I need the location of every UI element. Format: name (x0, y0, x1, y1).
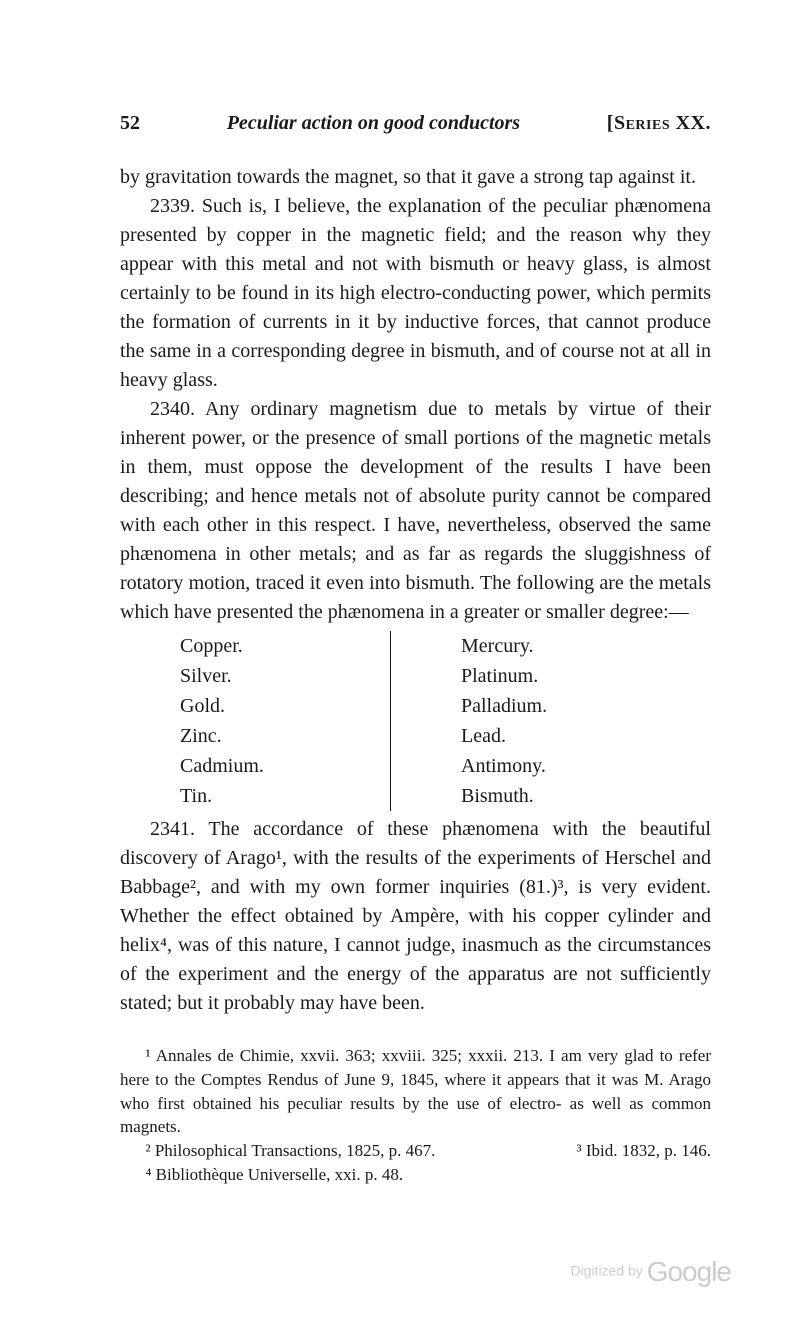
footnote-2: ² Philosophical Transactions, 1825, p. 4… (120, 1139, 577, 1163)
list-item: Zinc. (180, 721, 390, 751)
metals-column-right: Mercury. Platinum. Palladium. Lead. Anti… (461, 631, 547, 811)
page-number: 52 (120, 112, 140, 135)
page-header: 52 Peculiar action on good conductors [S… (120, 112, 711, 135)
list-item: Bismuth. (461, 781, 547, 811)
digitized-watermark: Digitized by Google (570, 1256, 731, 1288)
paragraph-2339: 2339. Such is, I believe, the explanatio… (120, 192, 711, 395)
paragraph-continuation: by gravitation towards the magnet, so th… (120, 163, 711, 192)
list-item: Copper. (180, 631, 390, 661)
series-label: [Series XX. (607, 112, 711, 135)
list-item: Cadmium. (180, 751, 390, 781)
list-item: Silver. (180, 661, 390, 691)
book-page: 52 Peculiar action on good conductors [S… (0, 0, 801, 1338)
list-item: Mercury. (461, 631, 547, 661)
list-item: Lead. (461, 721, 547, 751)
list-item: Antimony. (461, 751, 547, 781)
list-item: Platinum. (461, 661, 547, 691)
footnotes-section: ¹ Annales de Chimie, xxvii. 363; xxviii.… (120, 1044, 711, 1187)
running-title: Peculiar action on good conductors (140, 112, 607, 135)
footnote-4: ⁴ Bibliothèque Universelle, xxi. p. 48. (120, 1163, 711, 1187)
footnote-1: ¹ Annales de Chimie, xxvii. 363; xxviii.… (120, 1044, 711, 1139)
column-divider (390, 631, 391, 811)
list-item: Tin. (180, 781, 390, 811)
paragraph-2340: 2340. Any ordinary magnetism due to meta… (120, 395, 711, 627)
watermark-prefix: Digitized by (570, 1263, 642, 1279)
list-item: Palladium. (461, 691, 547, 721)
list-item: Gold. (180, 691, 390, 721)
footnote-3: ³ Ibid. 1832, p. 146. (577, 1139, 711, 1163)
metals-column-left: Copper. Silver. Gold. Zinc. Cadmium. Tin… (180, 631, 390, 811)
metals-table: Copper. Silver. Gold. Zinc. Cadmium. Tin… (180, 631, 711, 811)
paragraph-2341: 2341. The accordance of these phænomena … (120, 815, 711, 1018)
google-logo-text: Google (647, 1256, 731, 1287)
